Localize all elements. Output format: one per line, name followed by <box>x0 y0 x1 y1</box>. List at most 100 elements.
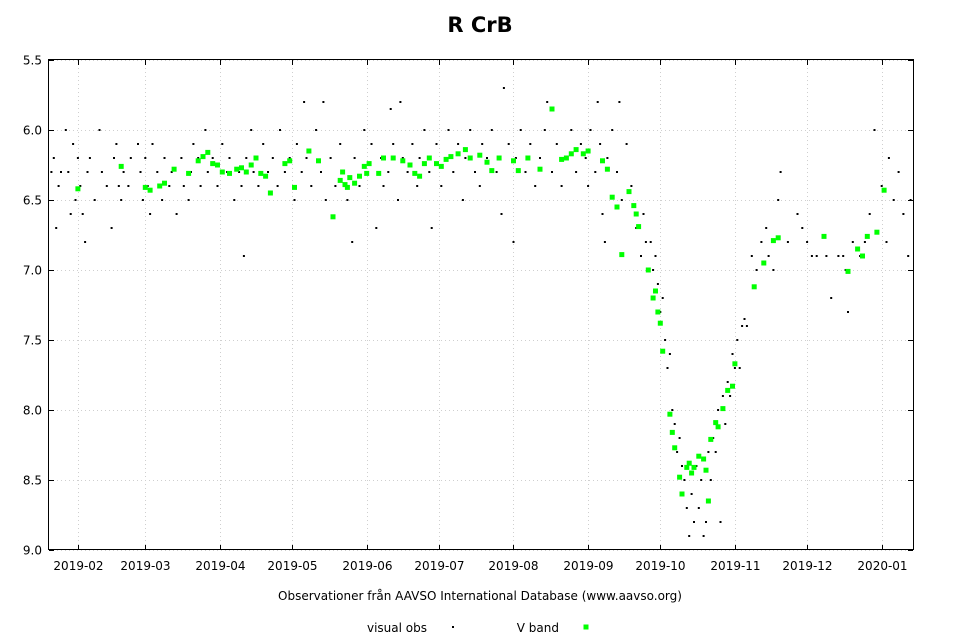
v-band-point <box>448 154 454 160</box>
visual-obs-point <box>668 353 671 355</box>
v-band-point <box>462 147 468 153</box>
visual-obs-point <box>654 255 657 257</box>
v-band-point <box>684 464 690 470</box>
v-band-point <box>287 158 293 164</box>
visual-obs-point <box>401 157 404 159</box>
visual-obs-point <box>524 171 527 173</box>
visual-obs-point <box>902 213 905 215</box>
visual-obs-point <box>199 185 202 187</box>
visual-obs-point <box>546 101 549 103</box>
visual-obs-point <box>625 143 628 145</box>
v-band-point <box>614 204 620 210</box>
visual-obs-point <box>779 171 782 173</box>
visual-obs-point <box>358 185 361 187</box>
v-band-point <box>626 189 632 195</box>
visual-obs-point <box>847 311 849 313</box>
v-band-point <box>725 387 731 393</box>
visual-obs-point <box>688 535 691 537</box>
visual-obs-point <box>606 157 609 159</box>
v-band-point <box>467 155 473 161</box>
visual-obs-point <box>245 157 248 159</box>
visual-obs-point <box>399 101 402 103</box>
visual-obs-point <box>594 171 597 173</box>
visual-obs-point <box>351 241 354 243</box>
v-band-point <box>775 235 781 241</box>
axes: 5.5 6.0 6.5 7.0 7.5 8.0 8.5 9.0 2019-02 2019-03 20… <box>23 54 913 573</box>
y-tick-label: 9.0 <box>23 544 42 558</box>
visual-obs-point <box>375 227 378 229</box>
chart-title: R CrB <box>447 13 512 37</box>
visual-obs-point <box>681 465 683 467</box>
visual-obs-point <box>370 143 373 145</box>
visual-obs-point <box>182 185 185 187</box>
visual-obs-point <box>671 409 674 411</box>
v-band-point <box>511 158 516 164</box>
visual-obs-point <box>700 479 703 481</box>
v-band-point <box>496 155 502 161</box>
plot-frame <box>48 59 914 550</box>
v-band-point <box>438 163 444 169</box>
v-band-point <box>636 224 642 230</box>
visual-obs-point <box>329 157 332 159</box>
y-tick-label: 5.5 <box>23 54 42 68</box>
visual-obs-point <box>474 171 476 173</box>
visual-obs-point <box>144 157 147 159</box>
visual-obs-point <box>786 241 789 243</box>
x-tick-label: 2019-11 <box>710 559 760 573</box>
visual-obs-point <box>197 157 200 159</box>
visual-obs-point <box>418 157 421 159</box>
visual-obs-point <box>885 241 888 243</box>
visual-obs-point <box>250 129 253 131</box>
visual-obs-point <box>57 185 60 187</box>
visual-obs-point <box>887 157 890 159</box>
visual-obs-point <box>575 171 578 173</box>
v-band-point <box>549 106 555 112</box>
v-band-point <box>147 187 153 193</box>
v-band-point <box>631 203 637 209</box>
v-band-point <box>660 348 666 354</box>
visual-obs-point <box>72 143 75 145</box>
v-band-point <box>650 295 656 301</box>
visual-obs-point <box>363 129 366 131</box>
visual-obs-point <box>772 269 775 271</box>
visual-obs-point <box>481 143 484 145</box>
visual-obs-point <box>579 143 582 145</box>
v-band-point <box>761 260 767 266</box>
v-band-point <box>364 170 370 176</box>
visual-obs-point <box>156 171 159 173</box>
v-band-point <box>568 151 574 157</box>
visual-obs-point <box>519 129 522 131</box>
visual-obs-point <box>676 451 679 453</box>
v-band-point <box>600 158 605 164</box>
v-band-point <box>340 169 346 175</box>
visual-obs-point <box>678 437 681 439</box>
v-band-point <box>537 166 543 172</box>
visual-obs-point <box>815 255 818 257</box>
visual-obs-point <box>175 213 178 215</box>
v-band-point <box>381 155 386 161</box>
v-band-point <box>342 182 348 188</box>
visual-obs-point <box>98 129 101 131</box>
v-band-point <box>407 162 413 168</box>
v-band-point <box>691 464 697 470</box>
visual-obs-point <box>743 318 746 320</box>
visual-obs-point <box>806 241 809 243</box>
visual-obs-point <box>93 199 96 201</box>
visual-obs-point <box>180 157 183 159</box>
v-band-point <box>210 161 216 167</box>
legend: visual obs V band <box>367 621 589 635</box>
v-band-point <box>253 155 259 161</box>
visual-obs-point <box>334 185 337 187</box>
visual-obs-point <box>74 199 77 201</box>
y-tick-label: 6.0 <box>23 124 42 138</box>
visual-obs-point <box>461 199 464 201</box>
visual-obs-point <box>733 367 736 369</box>
v-band-point <box>366 161 372 167</box>
visual-obs-point <box>122 171 125 173</box>
visual-obs-point <box>736 339 739 341</box>
visual-obs-point <box>79 185 82 187</box>
v-band-point <box>645 267 651 273</box>
visual-obs-point <box>642 213 645 215</box>
visual-obs-point <box>796 213 799 215</box>
visual-obs-point <box>120 199 123 201</box>
